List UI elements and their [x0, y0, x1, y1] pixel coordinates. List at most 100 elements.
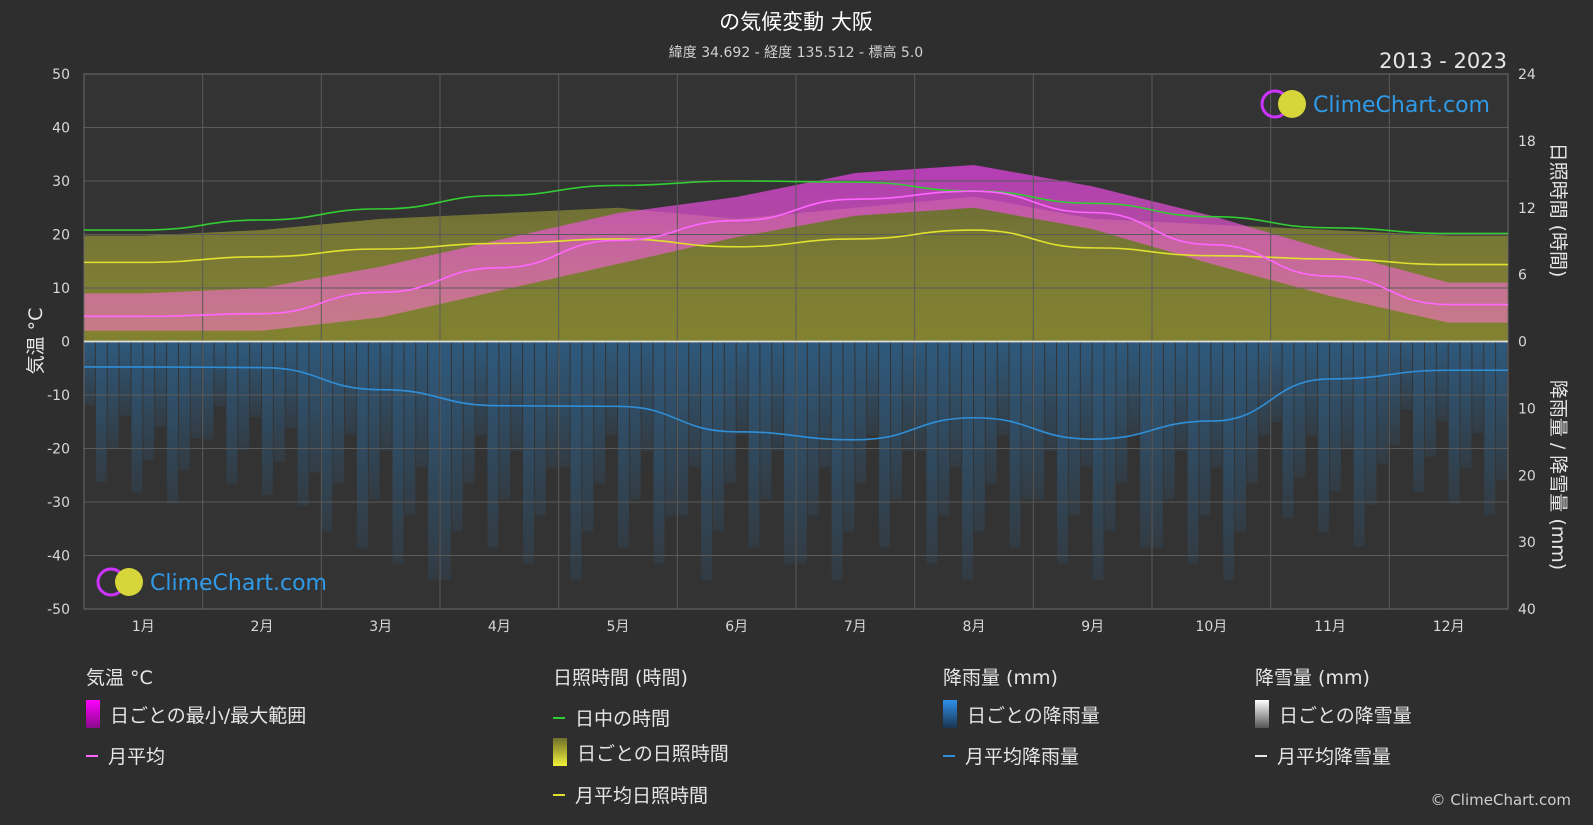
month-tick-label: 11月: [1314, 619, 1346, 635]
left-tick-label: -10: [47, 388, 70, 404]
daily-rain-bar: [238, 341, 250, 451]
daily-rain-bar: [748, 341, 760, 548]
daily-rain-bar: [1045, 341, 1057, 452]
daily-rain-bar: [1318, 341, 1329, 533]
month-tick-label: 2月: [251, 619, 274, 635]
daily-rain-bar: [819, 341, 831, 468]
legend-daylight-label: 日中の時間: [575, 708, 671, 730]
legend-temp-range: 日ごとの最小/最大範囲: [86, 700, 306, 728]
daily-rain-bar: [926, 341, 938, 564]
daily-rain-bar: [356, 341, 368, 548]
legend-sun-avg: 月平均日照時間: [553, 781, 708, 808]
daily-rain-bar: [736, 341, 748, 436]
daily-rain-bar: [1211, 341, 1223, 468]
daily-rain-bar: [1152, 341, 1163, 548]
daily-rain-bar: [131, 341, 143, 493]
legend-daily-snow-label: 日ごとの降雪量: [1279, 704, 1412, 727]
daily-rain-bar: [855, 341, 867, 484]
daily-rain-bar: [1235, 341, 1246, 532]
left-tick-label: 20: [52, 228, 70, 244]
daily-rain-bar: [1377, 341, 1389, 464]
right-top-tick-label: 24: [1518, 67, 1536, 83]
month-tick-label: 4月: [488, 619, 511, 635]
daily-rain-bar: [629, 341, 641, 500]
daily-rain-bar: [345, 341, 356, 436]
daily-rain-bar: [1175, 341, 1187, 452]
daily-rain-swatch: [943, 700, 957, 728]
daily-rain-bar: [392, 341, 404, 564]
daily-rain-bar: [641, 341, 653, 452]
snow-avg-swatch: [1255, 754, 1267, 757]
daily-rain-bar: [1460, 341, 1472, 469]
month-tick-label: 9月: [1081, 619, 1104, 635]
daily-rain-bar: [1021, 341, 1033, 500]
right-bottom-axis-label: 降雨量 / 降雪量 (mm): [1547, 380, 1569, 570]
daily-rain-bar: [428, 341, 439, 580]
watermark-top: ClimeChart.com: [1260, 89, 1490, 119]
month-tick-label: 12月: [1433, 619, 1465, 635]
legend-snow-avg-label: 月平均降雪量: [1277, 746, 1392, 768]
watermark-bottom: ClimeChart.com: [96, 567, 327, 597]
daily-rain-bar: [950, 341, 962, 468]
daily-rain-bar: [1223, 341, 1235, 580]
legend-rain-avg-label: 月平均降雨量: [965, 746, 1080, 768]
daily-rain-bar: [333, 341, 345, 484]
year-range: 2013 - 2023: [1379, 49, 1507, 73]
series-line-precipitation_mm: [84, 366, 1508, 441]
daily-rain-bar: [1068, 341, 1080, 516]
left-tick-label: 30: [52, 174, 70, 190]
daily-rain-bar: [760, 341, 772, 500]
daily-rain-bar: [1306, 341, 1318, 436]
right-top-tick-label: 6: [1518, 268, 1527, 284]
legend-daylight: 日中の時間: [553, 704, 670, 731]
daily-rain-bar: [416, 341, 428, 468]
daily-rain-bar: [262, 341, 273, 495]
daily-rain-bar: [772, 341, 784, 452]
right-bottom-tick-label: 20: [1518, 468, 1536, 484]
daily-rain-bar: [997, 341, 1009, 436]
left-tick-label: -40: [47, 549, 70, 565]
daily-rain-bar: [784, 341, 795, 564]
legend-snow-title: 降雪量 (mm): [1255, 667, 1370, 689]
daily-rain-bar: [1140, 341, 1151, 548]
daily-rain-bar: [689, 341, 701, 468]
left-tick-label: -50: [47, 602, 70, 618]
daily-rain-bar: [902, 341, 914, 452]
month-tick-label: 10月: [1195, 619, 1227, 635]
temp-range-swatch: [86, 700, 100, 728]
daily-rain-bar: [1199, 341, 1211, 516]
month-tick-label: 6月: [725, 619, 748, 635]
daily-rain-bar: [1104, 341, 1116, 532]
daily-rain-bar: [285, 341, 297, 429]
month-tick-label: 1月: [132, 619, 155, 635]
daily-rain-bar: [570, 341, 582, 580]
daily-rain-bar: [1057, 341, 1068, 564]
daily-rain-bar: [1282, 341, 1294, 519]
daily-rain-bar: [1353, 341, 1365, 547]
daily-rain-bar: [807, 341, 819, 516]
daily-rain-bar: [475, 341, 487, 436]
legend-daily-rain: 日ごとの降雨量: [943, 700, 1100, 728]
legend-rain-title: 降雨量 (mm): [943, 667, 1058, 689]
daily-rain-bar: [677, 341, 689, 516]
series-line-sunshine_hours: [84, 229, 1508, 266]
daily-rain-bar: [867, 341, 879, 436]
daily-rain-bar: [890, 341, 902, 500]
daily-rain-bar: [368, 341, 380, 500]
left-axis-label: 気温 °C: [25, 308, 47, 375]
daily-rain-bar: [914, 341, 926, 452]
daily-rain-bar: [499, 341, 511, 500]
daily-rain-bar: [214, 341, 226, 407]
daily-rain-bar: [297, 341, 309, 506]
daily-rain-bar: [831, 341, 843, 580]
daily-rain-bar: [1389, 341, 1401, 445]
legend-daily-sun-label: 日ごとの日照時間: [577, 742, 729, 765]
daily-rain-bar: [712, 341, 724, 532]
legend-daily-sun: 日ごとの日照時間: [553, 738, 729, 766]
left-tick-label: 0: [61, 335, 70, 351]
daily-rain-bar: [202, 341, 214, 440]
daily-rain-bar: [796, 341, 807, 564]
legend-temp-range-label: 日ごとの最小/最大範囲: [110, 704, 307, 727]
daily-rain-bar: [1163, 341, 1175, 500]
daily-rain-bar: [1484, 341, 1496, 516]
